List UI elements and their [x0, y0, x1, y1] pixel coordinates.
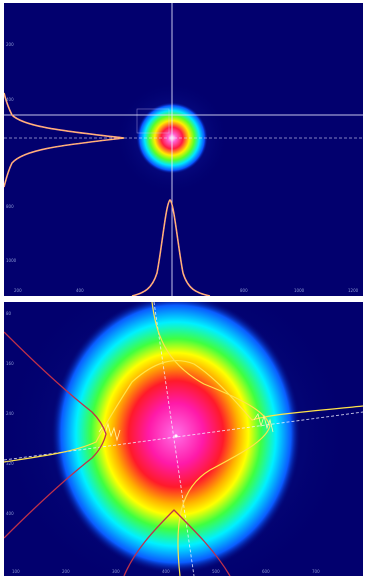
beam-profile-plot-top [4, 3, 363, 296]
beam-profile-plot-bottom [4, 302, 363, 576]
y-tick: 800 [6, 204, 14, 209]
beam-profile-panel-top: 200 400 800 1000 1200 200 400 800 1000 [4, 3, 363, 296]
y-tick: 1000 [6, 258, 17, 263]
x-tick: 400 [162, 569, 170, 574]
center-marker [174, 434, 178, 438]
y-tick: 160 [6, 361, 14, 366]
y-tick: 80 [6, 311, 12, 316]
y-tick: 240 [6, 411, 14, 416]
y-tick: 400 [6, 511, 14, 516]
y-tick: 400 [6, 97, 14, 102]
vertical-profile-curve [4, 331, 107, 539]
x-tick: 200 [14, 288, 22, 293]
x-tick: 500 [212, 569, 220, 574]
y-tick: 200 [6, 42, 14, 47]
y-tick: 320 [6, 461, 14, 466]
x-tick: 1000 [294, 288, 305, 293]
x-tick: 700 [312, 569, 320, 574]
x-tick: 200 [62, 569, 70, 574]
vertical-profile-fit [151, 302, 271, 576]
x-tick: 800 [240, 288, 248, 293]
vertical-profile-fit [4, 92, 125, 188]
roi-box [136, 108, 170, 134]
x-tick: 300 [112, 569, 120, 574]
x-tick: 100 [12, 569, 20, 574]
beam-spot [51, 302, 301, 574]
x-tick: 600 [262, 569, 270, 574]
beam-profile-panel-bottom: 100 200 300 400 500 600 700 80 160 240 3… [4, 302, 363, 576]
x-tick: 400 [76, 288, 84, 293]
horizontal-profile-fit [4, 360, 363, 463]
horizontal-profile-curve [123, 509, 231, 576]
crosshair-rotated-vertical [153, 302, 195, 576]
x-tick: 1200 [348, 288, 359, 293]
horizontal-profile-fit [131, 199, 211, 296]
